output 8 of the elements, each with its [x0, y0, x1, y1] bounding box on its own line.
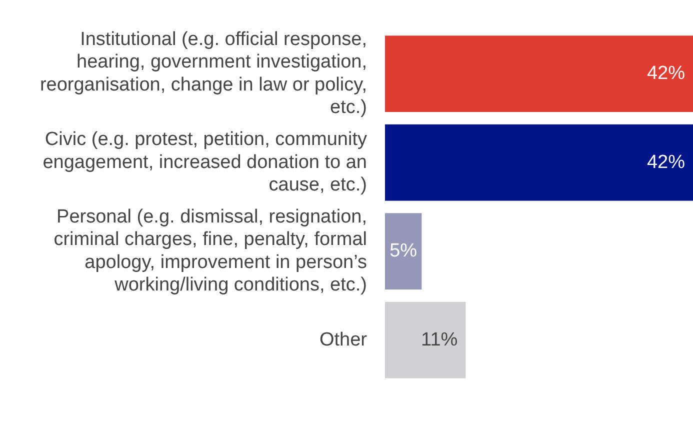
data-label: 11%	[421, 329, 458, 350]
data-label: 5%	[390, 240, 418, 262]
data-label: 42%	[646, 63, 686, 84]
y-tick-label: Other	[319, 329, 368, 350]
y-tick-label: Institutional (e.g. official response, hearing, government investigation, reorganisation, change in law or policy, etc.)	[40, 28, 367, 118]
data-label: 42%	[646, 152, 686, 173]
y-tick-label: Civic (e.g. protest, petition, community engagement, increased donation to an cause, etc.)	[42, 128, 368, 196]
y-tick-label: Personal (e.g. dismissal, resignation, criminal charges, fine, penalty, formal apology, improvement in person’s working/living conditions, etc.)	[54, 206, 367, 296]
